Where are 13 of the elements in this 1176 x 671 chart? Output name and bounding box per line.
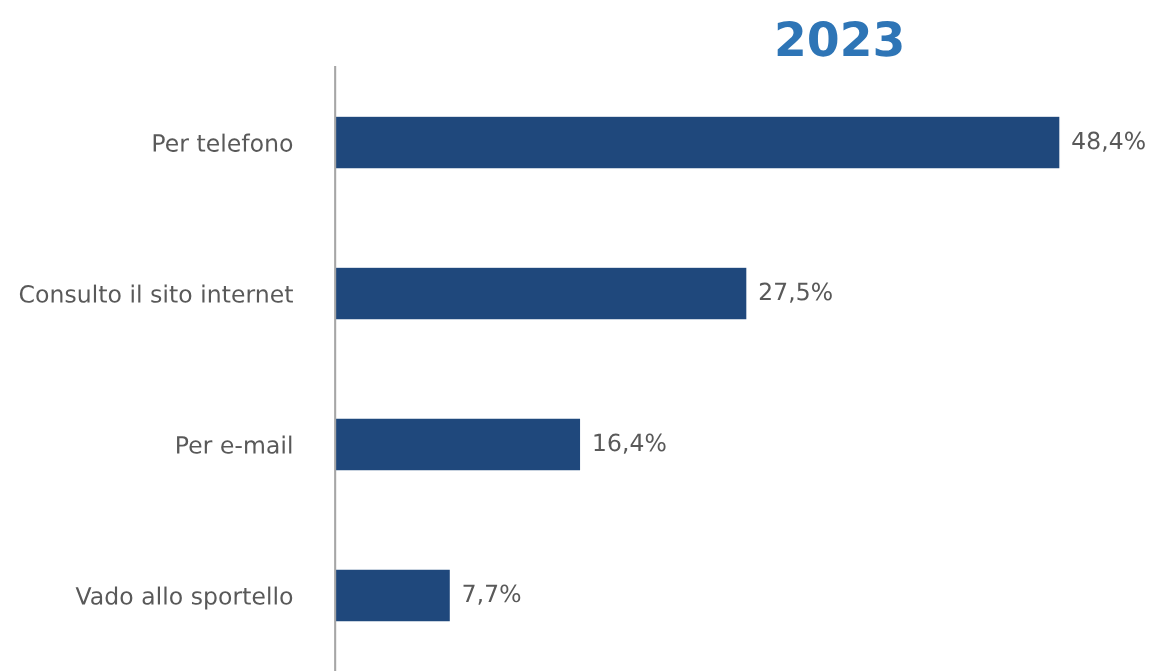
- y-tick-label: Consulto il sito internet: [19, 284, 293, 303]
- bar: [335, 568, 452, 623]
- data-label: 48,4%: [1072, 131, 1145, 152]
- data-label: 16,4%: [594, 433, 666, 454]
- y-tick-label: Vado allo sportello: [75, 586, 293, 610]
- bar: [335, 115, 1061, 170]
- data-label: 27,5%: [759, 282, 832, 303]
- bar: [335, 417, 582, 472]
- chart-title: 2023: [777, 20, 902, 57]
- bar: [335, 266, 748, 321]
- data-label: 7,7%: [463, 584, 521, 605]
- y-tick-label: Per telefono: [153, 133, 293, 152]
- y-tick-label: Per e-mail: [177, 435, 292, 454]
